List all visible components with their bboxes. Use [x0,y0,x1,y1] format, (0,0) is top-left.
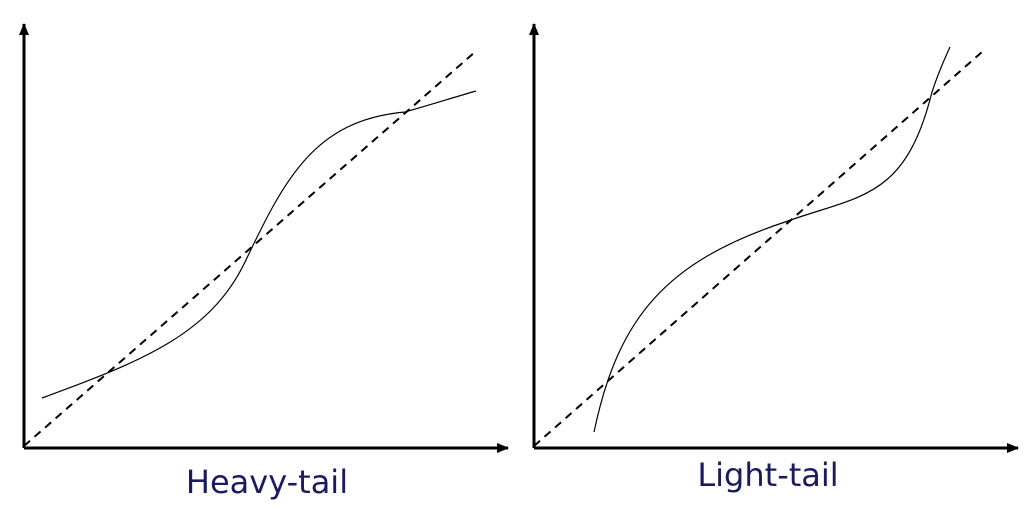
light-tail-sample-curve [593,46,951,433]
light-tail-reference-line [533,51,983,447]
light-tail-caption: Light-tail [697,456,838,494]
heavy-tail-panel: Heavy-tail [19,23,509,501]
light-tail-panel: Light-tail [529,23,1019,494]
heavy-tail-caption: Heavy-tail [186,463,348,501]
heavy-tail-sample-curve [41,90,477,399]
heavy-tail-reference-line [23,51,476,447]
